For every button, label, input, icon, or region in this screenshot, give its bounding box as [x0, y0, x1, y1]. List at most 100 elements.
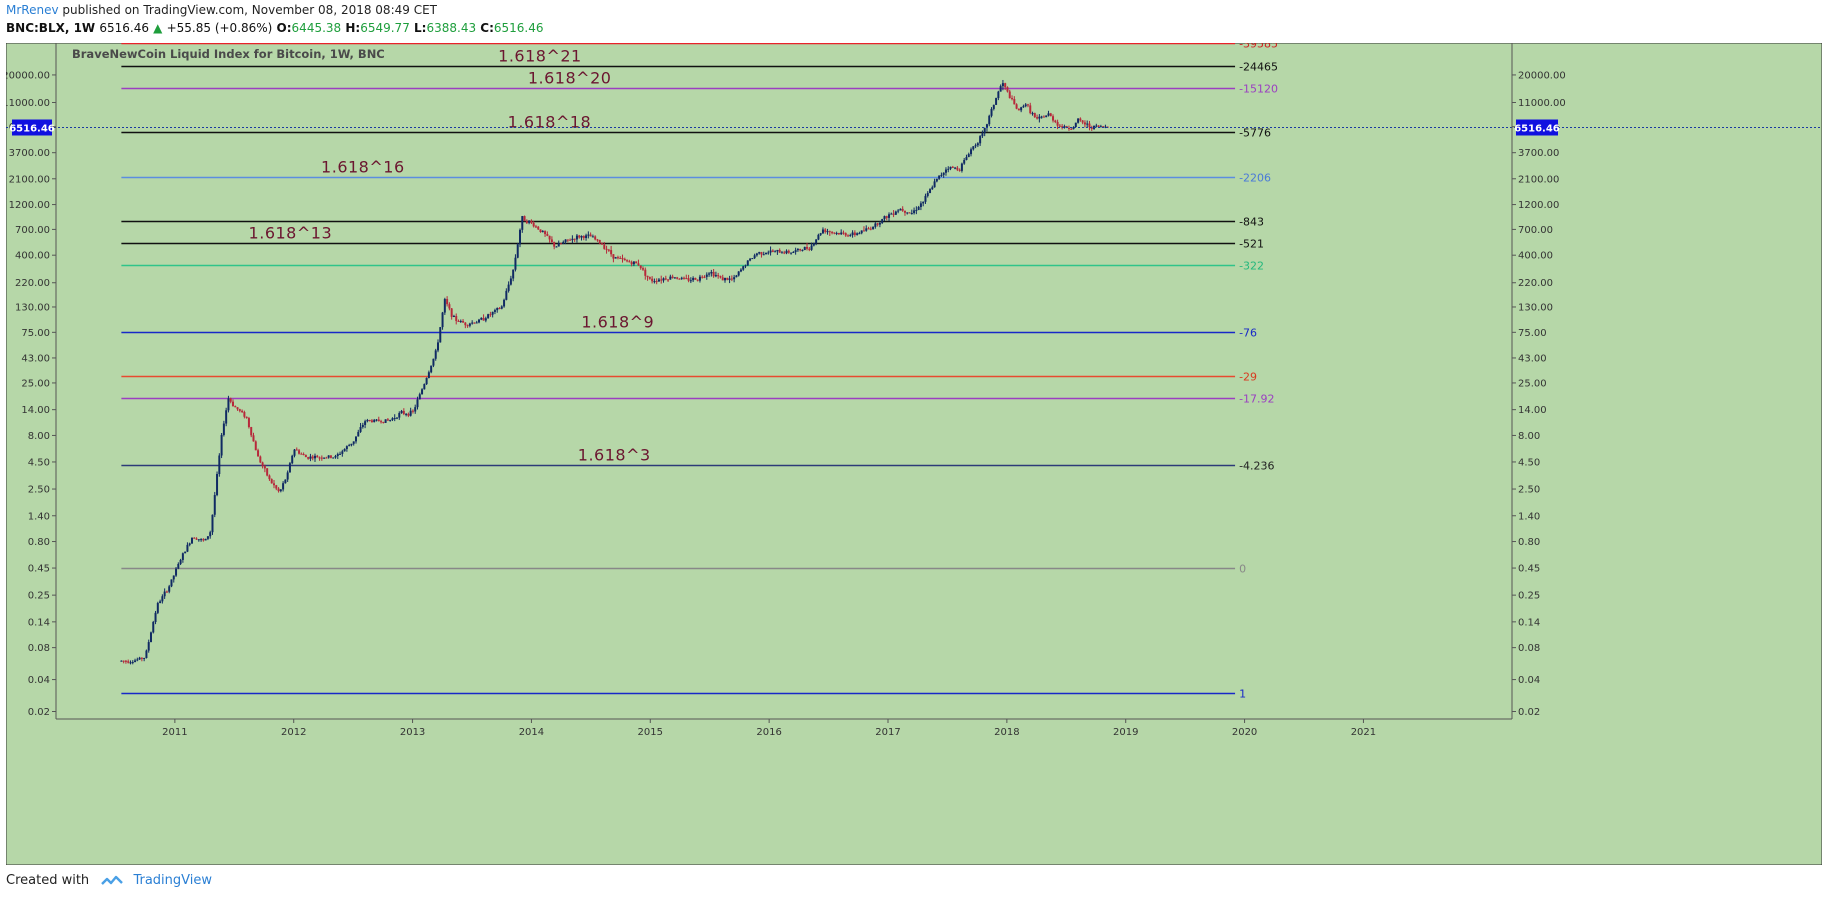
- candle-body: [833, 232, 836, 234]
- candle: [894, 210, 897, 216]
- candle: [222, 420, 225, 437]
- candle: [628, 259, 631, 263]
- candle: [796, 248, 799, 252]
- candle: [348, 443, 351, 447]
- candle-body: [1015, 104, 1018, 109]
- candle-body: [646, 275, 649, 278]
- candle: [493, 308, 496, 315]
- chart-pane[interactable]: [5, 42, 1823, 866]
- candle-body: [651, 278, 654, 282]
- candle: [282, 481, 285, 492]
- candle: [876, 222, 879, 227]
- candle: [122, 660, 125, 664]
- candle: [421, 388, 424, 395]
- fib-level-label: -5776: [1239, 127, 1271, 140]
- fib-exponent-label: 1.618^9: [581, 313, 654, 332]
- candle: [436, 339, 439, 353]
- y-tick-label-left: 8.00: [28, 431, 50, 442]
- candle-body: [712, 271, 715, 277]
- candle-body: [259, 456, 262, 463]
- candle-body: [787, 250, 790, 253]
- candle-body: [466, 325, 469, 327]
- candle-body: [1036, 117, 1039, 119]
- candle-body: [701, 276, 704, 278]
- candle: [799, 248, 802, 252]
- candle-body: [152, 622, 155, 633]
- candle: [503, 298, 506, 308]
- tradingview-logo-icon[interactable]: [101, 875, 124, 887]
- author-link[interactable]: MrRenev: [6, 3, 59, 17]
- candle: [216, 471, 219, 497]
- candle: [462, 319, 465, 323]
- candle: [425, 377, 428, 385]
- candle-body: [824, 229, 827, 232]
- candle: [550, 236, 553, 244]
- candle-body: [186, 544, 189, 552]
- candle: [774, 250, 777, 253]
- candle-body: [143, 657, 146, 659]
- candle: [218, 453, 221, 477]
- candle: [213, 491, 216, 518]
- candle-body: [587, 234, 590, 236]
- candle-body: [181, 553, 184, 560]
- candle-body: [555, 246, 558, 248]
- candle-body: [739, 269, 742, 272]
- candle: [537, 225, 540, 230]
- candle: [646, 275, 649, 281]
- fib-exponent-label: 1.618^21: [498, 47, 582, 66]
- candle-body: [705, 274, 708, 277]
- candle-body: [307, 457, 310, 459]
- candle-body: [767, 252, 770, 254]
- fib-level-label: 0: [1239, 563, 1246, 576]
- candle: [915, 206, 918, 215]
- last-price: 6516.46: [99, 21, 149, 35]
- footer: Created with TradingView: [6, 873, 212, 888]
- open-value: 6445.38: [291, 21, 342, 35]
- candle: [366, 418, 369, 423]
- candle: [165, 590, 168, 593]
- candle-body: [664, 278, 667, 280]
- candle-body: [393, 417, 396, 419]
- candle: [1081, 120, 1084, 125]
- candle-body: [509, 278, 512, 285]
- chart-svg[interactable]: BraveNewCoin Liquid Index for Bitcoin, 1…: [2, 24, 1823, 866]
- candle: [441, 311, 444, 330]
- candle-body: [1047, 113, 1050, 116]
- fib-level-label: -15120: [1239, 83, 1278, 96]
- candle-body: [541, 231, 544, 233]
- candle: [983, 127, 986, 137]
- candle: [976, 142, 979, 148]
- y-tick-label-left: 0.02: [28, 707, 50, 718]
- candle-body: [628, 261, 631, 263]
- candle: [334, 454, 337, 459]
- candle-body: [890, 213, 893, 215]
- candle-body: [122, 660, 125, 662]
- candle-body: [354, 436, 357, 442]
- candle: [548, 235, 551, 243]
- candle: [614, 256, 617, 259]
- candle-body: [662, 278, 665, 281]
- candle: [384, 419, 387, 423]
- candle-body: [450, 308, 453, 317]
- candle-body: [906, 212, 909, 214]
- candle: [332, 457, 335, 459]
- candle-body: [717, 275, 720, 277]
- candle-body: [457, 320, 460, 322]
- candle: [972, 146, 975, 151]
- candle: [931, 185, 934, 190]
- candle-body: [562, 241, 565, 244]
- candle: [944, 167, 947, 176]
- candle-body: [995, 98, 998, 105]
- y-tick-label-right: 14.00: [1518, 405, 1547, 416]
- chart-container[interactable]: BraveNewCoin Liquid Index for Bitcoin, 1…: [2, 24, 1823, 866]
- candle: [284, 479, 287, 484]
- candle: [692, 276, 695, 283]
- candle-body: [981, 133, 984, 137]
- tradingview-link[interactable]: TradingView: [133, 873, 212, 888]
- candle: [195, 537, 198, 540]
- candle-body: [826, 231, 829, 233]
- candle: [377, 416, 380, 422]
- candle: [821, 227, 824, 235]
- candle-body: [683, 277, 686, 279]
- candle: [1047, 110, 1050, 117]
